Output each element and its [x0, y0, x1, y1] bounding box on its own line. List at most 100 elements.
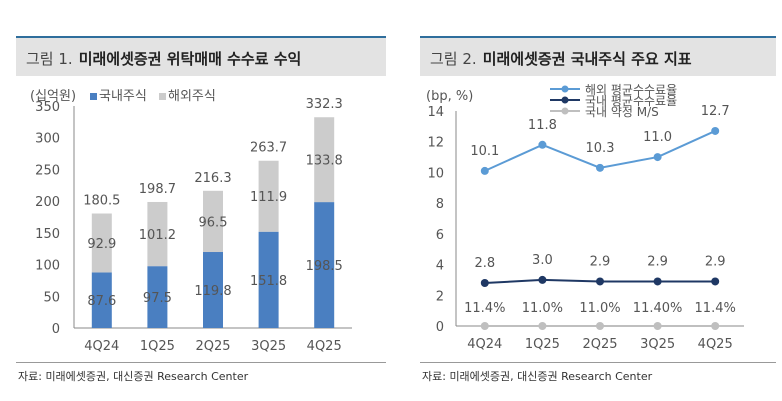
- data-label-2: 11.0%: [579, 301, 620, 316]
- bar-value-label: 101.2: [139, 228, 176, 243]
- y-tick-label: 12: [427, 136, 444, 151]
- bar-domestic: [91, 272, 112, 328]
- bar-value-label: 119.8: [194, 284, 231, 299]
- source-note: 자료: 미래에셋증권, 대신증권 Research Center: [18, 370, 249, 383]
- bar-total-label: 263.7: [250, 141, 287, 156]
- data-label-1: 2.8: [474, 256, 495, 271]
- series-marker-0: [596, 163, 604, 172]
- source-rule: [420, 362, 776, 363]
- y-tick-label: 300: [35, 132, 60, 147]
- figure-title-text: 미래에셋증권 위탁매매 수수료 수익: [78, 50, 302, 68]
- bar-overseas: [258, 160, 279, 232]
- bar-value-label: 87.6: [87, 294, 116, 309]
- y-unit-label: (십억원): [30, 89, 76, 104]
- legend-marker-2: [561, 107, 569, 115]
- y-tick-label: 2: [436, 289, 444, 304]
- bar-value-label: 151.8: [250, 274, 287, 289]
- x-tick-label: 2Q25: [582, 337, 617, 352]
- bar-overseas: [147, 201, 168, 267]
- bar-total-label: 216.3: [194, 171, 231, 186]
- legend-swatch-0: [90, 93, 97, 100]
- y-tick-label: 50: [43, 290, 60, 305]
- figure-title: 그림 2. 미래에셋증권 국내주식 주요 지표: [430, 48, 692, 69]
- bar-domestic: [258, 231, 279, 328]
- figure-title-text: 미래에셋증권 국내주식 주요 지표: [482, 50, 692, 68]
- x-tick-label: 3Q25: [640, 337, 675, 352]
- data-label-2: 11.0%: [522, 301, 563, 316]
- y-tick-label: 4: [436, 259, 444, 274]
- y-tick-label: 0: [52, 322, 60, 337]
- y-tick-label: 6: [436, 228, 444, 243]
- legend-label-1: 해외주식: [168, 89, 216, 104]
- bar-value-label: 96.5: [199, 215, 228, 230]
- x-tick-label: 4Q25: [307, 339, 342, 354]
- bar-domestic: [203, 252, 223, 328]
- series-marker-2: [480, 322, 489, 330]
- legend-marker-0: [561, 85, 569, 93]
- bar-total-label: 198.7: [139, 182, 176, 197]
- y-tick-label: 150: [35, 227, 60, 242]
- figure-title: 그림 1. 미래에셋증권 위탁매매 수수료 수익: [26, 48, 301, 69]
- series-marker-0: [538, 140, 547, 149]
- legend-label-0: 국내주식: [99, 89, 147, 104]
- bar-value-label: 133.8: [306, 154, 343, 169]
- series-marker-1: [653, 277, 662, 286]
- source-note: 자료: 미래에셋증권, 대신증권 Research Center: [422, 370, 653, 383]
- legend-marker-1: [561, 96, 569, 104]
- y-tick-label: 350: [35, 100, 60, 115]
- x-tick-label: 4Q24: [84, 339, 119, 354]
- x-tick-label: 4Q24: [467, 337, 502, 352]
- data-label-0: 11.0: [643, 130, 672, 145]
- title-top-rule: [16, 36, 386, 38]
- bar-overseas: [203, 190, 223, 253]
- y-tick-label: 14: [427, 105, 444, 120]
- series-marker-2: [596, 322, 604, 330]
- bar-total-label: 332.3: [306, 97, 343, 112]
- data-label-0: 10.3: [586, 141, 615, 156]
- series-marker-0: [653, 153, 662, 162]
- legend-label-1: 국내 평균수수료율: [585, 94, 677, 108]
- left-panel: 그림 1. 미래에셋증권 위탁매매 수수료 수익 (십억원) 국내주식 해외주식 0 50…: [16, 36, 386, 383]
- series-marker-1: [538, 275, 547, 284]
- x-tick-label: 4Q25: [698, 337, 733, 352]
- x-tick-label: 1Q25: [525, 337, 560, 352]
- data-label-0: 10.1: [470, 144, 499, 159]
- bar-value-label: 111.9: [250, 190, 287, 205]
- figure-number: 그림 1.: [26, 50, 73, 68]
- bar-value-label: 198.5: [306, 259, 343, 274]
- series-marker-0: [711, 126, 720, 135]
- bar-value-label: 92.9: [87, 237, 116, 252]
- data-label-1: 2.9: [590, 254, 611, 269]
- x-tick-label: 2Q25: [195, 339, 230, 354]
- legend-swatch-1: [159, 93, 166, 100]
- bar-overseas: [91, 213, 112, 273]
- data-label-2: 11.4%: [695, 301, 736, 316]
- figure-number: 그림 2.: [430, 50, 477, 68]
- figure-title-bar: 그림 2. 미래에셋증권 국내주식 주요 지표: [420, 38, 776, 76]
- series-marker-1: [711, 277, 720, 286]
- stacked-bar-chart: (십억원) 국내주식 해외주식 0 50 100 150 200 250 300 350 87.6 92…: [30, 89, 352, 354]
- data-label-0: 12.7: [701, 104, 730, 119]
- data-label-2: 11.4%: [464, 301, 505, 316]
- series-marker-1: [596, 277, 604, 286]
- series-marker-0: [480, 166, 489, 175]
- title-top-rule: [420, 36, 776, 38]
- bar-total-label: 180.5: [83, 194, 120, 209]
- y-tick-label: 250: [35, 163, 60, 178]
- bar-overseas: [314, 117, 335, 203]
- data-label-1: 2.9: [647, 254, 668, 269]
- series-marker-2: [711, 322, 720, 330]
- series-marker-2: [538, 322, 547, 330]
- y-tick-label: 10: [427, 166, 444, 181]
- data-label-1: 2.9: [705, 254, 726, 269]
- x-tick-label: 1Q25: [140, 339, 175, 354]
- y-tick-label: 0: [436, 320, 444, 335]
- data-label-1: 3.0: [532, 253, 553, 268]
- legend-label-2: 국내 약정 M/S: [585, 104, 659, 119]
- x-tick-label: 3Q25: [251, 339, 286, 354]
- bar-domestic: [147, 266, 168, 328]
- y-unit-label: (bp, %): [426, 89, 473, 104]
- right-panel: 그림 2. 미래에셋증권 국내주식 주요 지표 (bp, %) 해외 평균수수료율 국…: [404, 0, 782, 401]
- data-label-2: 11.40%: [633, 301, 683, 316]
